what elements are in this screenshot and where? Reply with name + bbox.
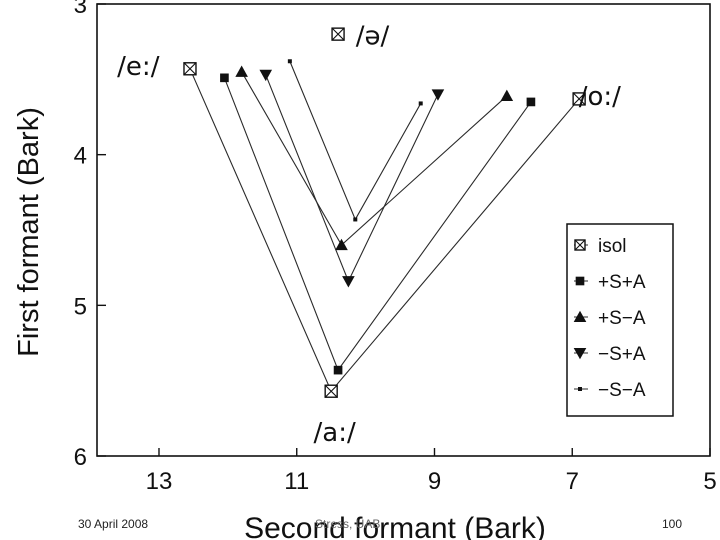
y-axis-title: First formant (Bark) xyxy=(13,107,45,357)
vowel-label: /ə/ xyxy=(356,22,390,52)
legend-marker xyxy=(573,347,587,360)
x-tick-label: 9 xyxy=(428,468,441,495)
data-point-2 xyxy=(500,89,514,101)
legend-marker xyxy=(573,310,587,323)
x-tick-label: 13 xyxy=(146,468,173,495)
legend-marker xyxy=(574,239,586,251)
data-point-4 xyxy=(353,217,358,222)
series-line-4 xyxy=(289,61,422,221)
data-point-2 xyxy=(235,65,248,77)
legend-label: −S+A xyxy=(598,344,646,365)
vowel-label: /o:/ xyxy=(579,82,621,112)
vowel-labels: /e:/ /ə/ /o:/ /a:/ xyxy=(117,22,621,448)
schwa-point xyxy=(331,27,345,41)
footer-date: 30 April 2008 xyxy=(78,517,149,531)
vowel-label: /e:/ xyxy=(117,52,160,82)
x-tick-label: 11 xyxy=(284,468,309,495)
legend-marker xyxy=(578,387,582,391)
footer-page-number: 100 xyxy=(662,517,683,531)
y-tick-label: 3 xyxy=(74,0,87,19)
data-point-0 xyxy=(572,92,586,106)
plot-frame xyxy=(96,3,711,457)
tick-layer: 13 11 9 7 5 3 4 5 6 xyxy=(74,0,717,495)
vowel-label: /a:/ xyxy=(314,418,356,448)
x-tick-label: 7 xyxy=(566,468,579,495)
data-point-3 xyxy=(431,89,445,101)
series-lines xyxy=(189,61,580,393)
x-tick-label: 5 xyxy=(703,468,716,495)
data-point-0 xyxy=(183,62,197,76)
data-point-2 xyxy=(335,238,348,251)
data-point-3 xyxy=(259,69,273,82)
data-point-1 xyxy=(220,73,229,83)
data-point-4 xyxy=(418,101,423,106)
legend-label: isol xyxy=(598,236,627,257)
legend-label: +S−A xyxy=(598,308,646,329)
x-axis-title: Second formant (Bark) xyxy=(244,512,546,540)
legend-label: +S+A xyxy=(598,272,646,293)
y-tick-label: 5 xyxy=(74,293,87,320)
legend-marker xyxy=(575,276,585,286)
y-tick-label: 4 xyxy=(74,143,87,170)
y-tick-label: 6 xyxy=(74,444,87,471)
footer-center-text: Stress, UAB xyxy=(315,517,381,531)
data-point-0 xyxy=(324,384,338,398)
legend-entries: isol +S+A +S−A −S+A −S−A xyxy=(573,236,646,401)
series-line-0 xyxy=(189,68,580,393)
data-point-3 xyxy=(342,276,355,288)
data-point-1 xyxy=(526,97,536,107)
legend: isol +S+A +S−A −S+A −S−A xyxy=(566,223,674,417)
data-point-1 xyxy=(333,365,343,375)
data-point-4 xyxy=(287,59,292,64)
series-markers xyxy=(183,27,586,398)
legend-label: −S−A xyxy=(598,380,646,401)
series-line-2 xyxy=(241,71,508,246)
